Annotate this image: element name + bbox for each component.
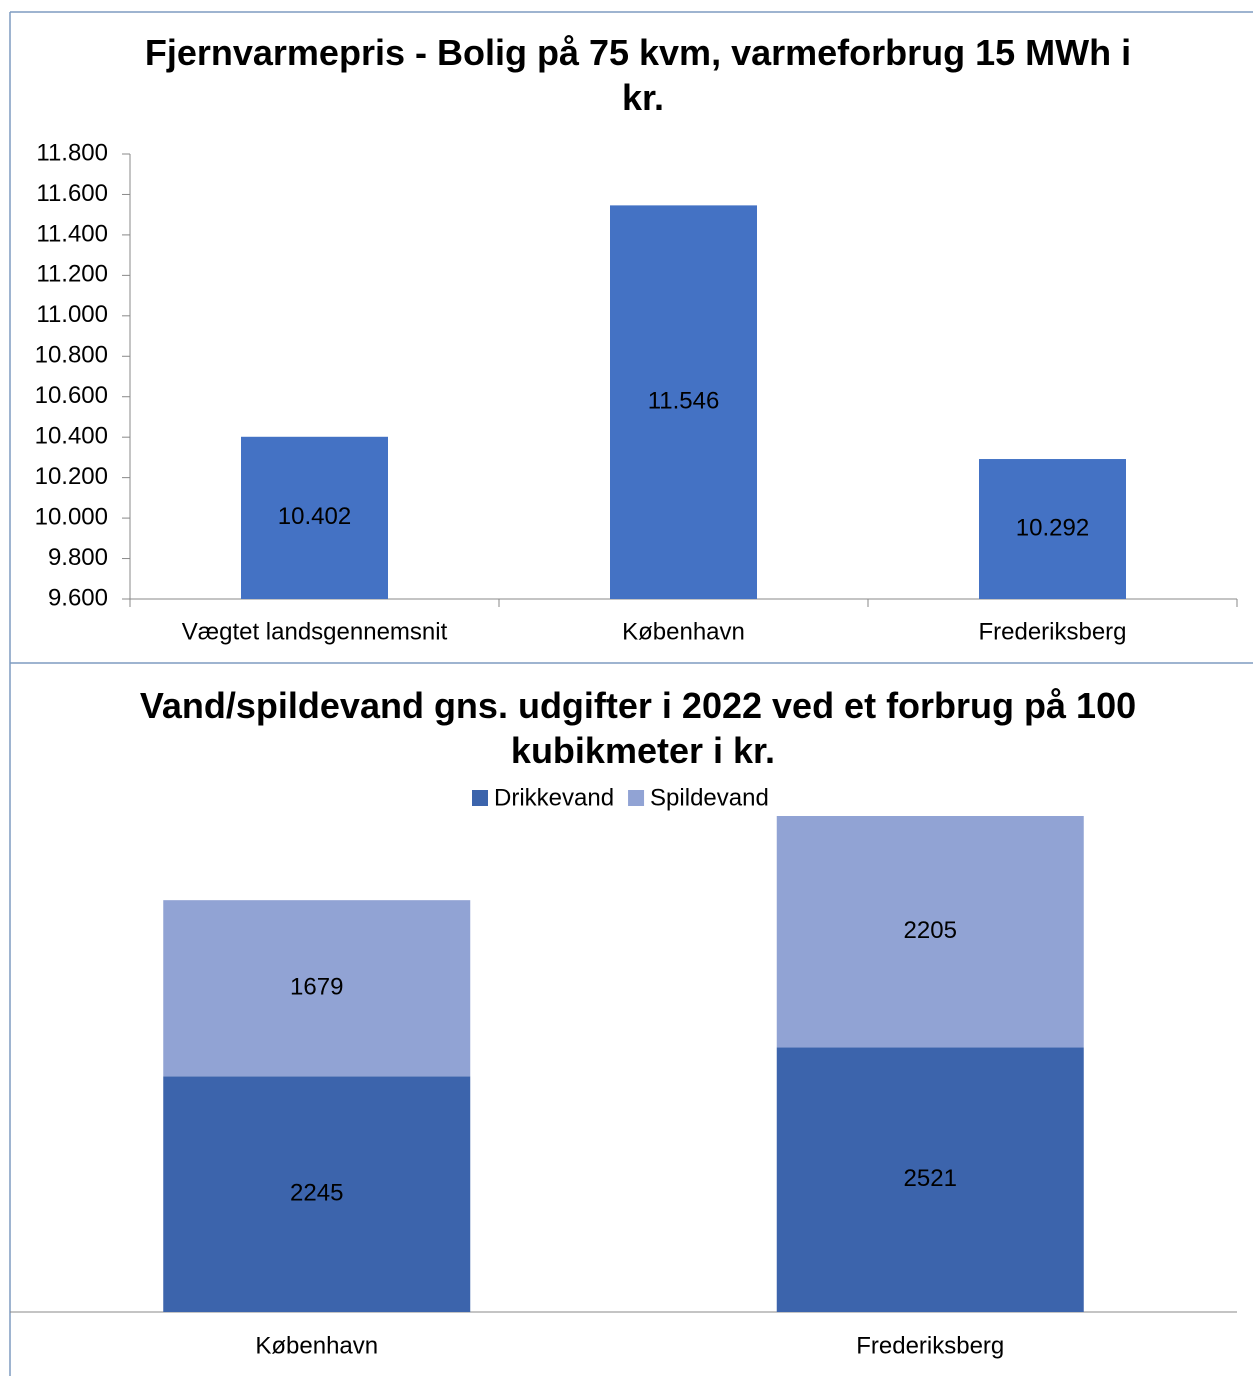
- y-tick-label: 9.600: [48, 584, 108, 611]
- legend-label: Drikkevand: [494, 784, 614, 811]
- legend-swatch: [628, 790, 645, 806]
- y-tick-label: 10.400: [35, 423, 108, 450]
- y-tick-label: 10.800: [35, 342, 108, 369]
- x-tick-label: Vægtet landsgennemsnit: [182, 618, 448, 645]
- y-tick-label: 11.200: [36, 261, 108, 288]
- value-label: 2205: [904, 917, 957, 944]
- value-label: 11.546: [648, 388, 720, 415]
- y-tick-label: 11.000: [36, 301, 108, 328]
- y-tick-label: 9.800: [48, 544, 108, 571]
- y-tick-label: 11.400: [36, 220, 108, 247]
- bar-segment: [776, 1047, 1084, 1312]
- y-tick-label: 10.000: [35, 503, 108, 530]
- y-tick-label: 11.800: [36, 139, 108, 166]
- x-tick-label: Frederiksberg: [978, 618, 1126, 645]
- bar-segment: [163, 900, 471, 1077]
- value-label: 10.292: [1016, 514, 1089, 541]
- chart-title: Vand/spildevand gns. udgifter i 2022 ved…: [140, 685, 1136, 771]
- value-label: 2245: [290, 1180, 343, 1207]
- legend-label: Spildevand: [650, 784, 769, 811]
- bar-segment: [776, 816, 1084, 1048]
- value-label: 10.402: [278, 503, 351, 530]
- bar: [979, 459, 1126, 599]
- chart-title: Fjernvarmepris - Bolig på 75 kvm, varmef…: [145, 32, 1131, 118]
- bar: [241, 436, 388, 599]
- value-label: 2521: [904, 1165, 957, 1192]
- value-label: 1679: [290, 974, 343, 1001]
- bar: [610, 205, 757, 600]
- x-tick-label: København: [622, 618, 745, 645]
- y-tick-label: 10.200: [35, 463, 108, 490]
- y-tick-label: 11.600: [36, 180, 108, 207]
- bar-segment: [163, 1076, 471, 1312]
- legend-swatch: [472, 790, 488, 806]
- y-tick-label: 10.600: [35, 382, 108, 409]
- x-tick-label: København: [255, 1332, 378, 1359]
- x-tick-label: Frederiksberg: [856, 1332, 1004, 1359]
